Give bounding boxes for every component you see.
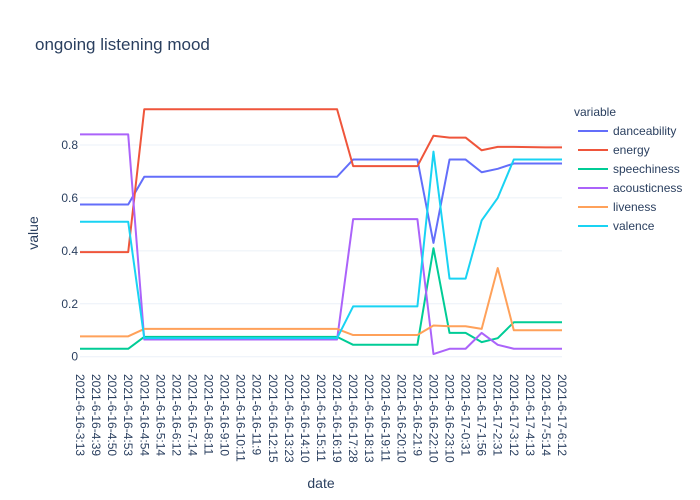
x-tick-label: 2021-6-16-4:53	[121, 374, 135, 456]
x-axis-ticks: 2021-6-16-3:13 2021-6-16-4:39 2021-6-16-4:…	[73, 374, 569, 463]
series-line-liveness[interactable]	[80, 267, 562, 338]
y-tick-label: 0.4	[61, 244, 78, 258]
series-line-danceability[interactable]	[80, 158, 562, 244]
x-tick-label: 2021-6-16-8:11	[202, 374, 216, 455]
x-tick-label: 2021-6-16-4:54	[137, 374, 151, 456]
legend-label: energy	[613, 143, 650, 157]
y-tick-label: 0.6	[61, 191, 78, 205]
x-tick-label: 2021-6-16-11:9	[250, 374, 264, 455]
legend-label: liveness	[613, 200, 656, 214]
legend-item-danceability[interactable]: danceability	[578, 124, 676, 138]
y-axis-ticks: 0 0.2 0.4 0.6 0.8	[61, 138, 78, 364]
x-tick-label: 2021-6-16-15:11	[314, 374, 328, 462]
legend-item-valence[interactable]: valence	[578, 219, 655, 233]
x-tick-label: 2021-6-17-2:31	[491, 374, 505, 456]
x-tick-label: 2021-6-16-18:13	[362, 374, 376, 463]
chart-title: ongoing listening mood	[35, 35, 210, 54]
x-tick-label: 2021-6-16-16:19	[330, 374, 344, 463]
x-tick-label: 2021-6-17-0:31	[459, 374, 473, 456]
legend-label: acousticness	[613, 181, 682, 195]
x-tick-label: 2021-6-16-13:23	[282, 374, 296, 463]
legend-label: speechiness	[613, 162, 680, 176]
x-tick-label: 2021-6-16-6:12	[169, 374, 183, 456]
legend-label: danceability	[613, 124, 676, 138]
legend-item-speechiness[interactable]: speechiness	[578, 162, 680, 176]
y-tick-label: 0.8	[61, 138, 78, 152]
series-lines	[80, 108, 562, 356]
gridlines	[80, 144, 562, 358]
series-line-energy[interactable]	[80, 108, 562, 254]
x-tick-label: 2021-6-16-7:14	[185, 374, 199, 456]
series-line-acousticness[interactable]	[80, 133, 562, 356]
x-tick-label: 2021-6-16-9:10	[218, 374, 232, 456]
y-axis-title: value	[25, 216, 41, 250]
legend[interactable]: danceability energy speechiness acousticnes…	[578, 124, 682, 233]
legend-item-liveness[interactable]: liveness	[578, 200, 656, 214]
x-tick-label: 2021-6-16-19:11	[378, 374, 392, 462]
x-tick-label: 2021-6-17-5:14	[539, 374, 553, 456]
x-tick-label: 2021-6-16-21:9	[410, 374, 424, 456]
legend-item-acousticness[interactable]: acousticness	[578, 181, 682, 195]
y-tick-label: 0.2	[61, 297, 78, 311]
legend-title: variable	[574, 105, 616, 119]
legend-label: valence	[613, 219, 655, 233]
x-tick-label: 2021-6-16-23:10	[443, 374, 457, 463]
x-tick-label: 2021-6-17-1:56	[475, 374, 489, 456]
x-tick-label: 2021-6-17-3:12	[507, 374, 521, 456]
x-tick-label: 2021-6-16-4:50	[105, 374, 119, 456]
x-tick-label: 2021-6-16-5:14	[153, 374, 167, 456]
series-line-speechiness[interactable]	[80, 247, 562, 350]
x-tick-label: 2021-6-17-4:13	[523, 374, 537, 456]
series-line-valence[interactable]	[80, 150, 562, 340]
x-tick-label: 2021-6-16-12:15	[266, 374, 280, 463]
x-axis-title: date	[307, 475, 334, 491]
y-tick-label: 0	[71, 350, 78, 364]
x-tick-label: 2021-6-16-4:39	[89, 374, 103, 456]
x-tick-label: 2021-6-16-10:11	[234, 374, 248, 462]
x-tick-label: 2021-6-16-22:10	[426, 374, 440, 463]
legend-item-energy[interactable]: energy	[578, 143, 650, 157]
x-tick-label: 2021-6-16-17:28	[346, 374, 360, 463]
x-tick-label: 2021-6-16-20:10	[394, 374, 408, 463]
x-tick-label: 2021-6-17-6:12	[555, 374, 569, 456]
x-tick-label: 2021-6-16-3:13	[73, 374, 87, 456]
x-tick-label: 2021-6-16-14:10	[298, 374, 312, 463]
